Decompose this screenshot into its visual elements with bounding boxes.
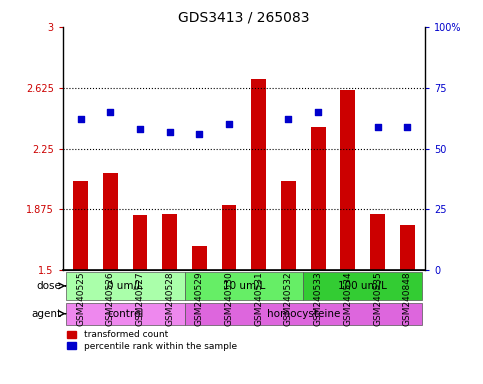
Point	[403, 124, 411, 130]
Text: dose: dose	[36, 281, 61, 291]
Text: 10 um/L: 10 um/L	[223, 281, 265, 291]
Bar	[311, 127, 326, 270]
Point	[255, 102, 263, 108]
Text: agent: agent	[31, 309, 61, 319]
Bar	[341, 90, 355, 270]
Text: homocysteine: homocysteine	[267, 309, 340, 319]
FancyBboxPatch shape	[185, 303, 422, 324]
Bar	[103, 173, 118, 270]
Point	[136, 126, 144, 132]
Point	[314, 109, 322, 115]
Bar	[132, 215, 147, 270]
Bar	[73, 181, 88, 270]
Point	[225, 121, 233, 127]
Point	[196, 131, 203, 137]
Bar	[222, 205, 237, 270]
Title: GDS3413 / 265083: GDS3413 / 265083	[178, 10, 310, 24]
Point	[344, 102, 352, 108]
Text: 0 um/L: 0 um/L	[107, 281, 143, 291]
Bar	[281, 181, 296, 270]
Text: 100 um/L: 100 um/L	[338, 281, 387, 291]
FancyBboxPatch shape	[185, 272, 303, 300]
Bar	[192, 246, 207, 270]
Bar	[162, 214, 177, 270]
Text: control: control	[107, 309, 143, 319]
Bar	[370, 214, 385, 270]
Point	[284, 116, 292, 122]
FancyBboxPatch shape	[66, 272, 185, 300]
Legend: transformed count, percentile rank within the sample: transformed count, percentile rank withi…	[67, 330, 237, 351]
Point	[374, 124, 382, 130]
FancyBboxPatch shape	[303, 272, 422, 300]
Point	[106, 109, 114, 115]
FancyBboxPatch shape	[66, 303, 185, 324]
Bar	[400, 225, 414, 270]
Point	[166, 128, 173, 134]
Bar	[251, 79, 266, 270]
Point	[77, 116, 85, 122]
